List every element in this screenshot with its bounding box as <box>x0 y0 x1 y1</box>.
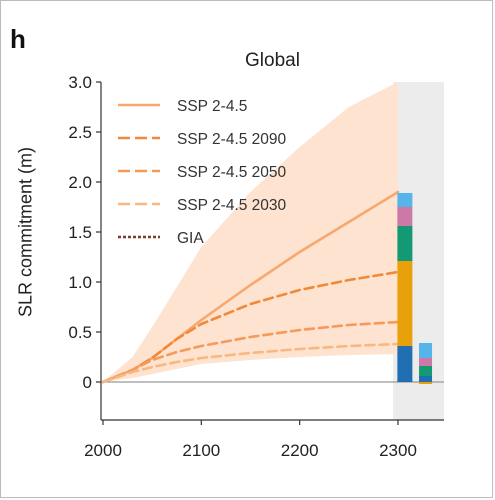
y-tick-label: 2.5 <box>68 123 92 142</box>
y-tick-label: 0.5 <box>68 323 92 342</box>
stacked-bar-1-segment-1 <box>419 376 433 382</box>
series-line-0 <box>101 190 400 384</box>
stacked-bar-1-segment-2 <box>419 366 433 376</box>
stacked-bar-1-segment-3 <box>419 358 433 366</box>
stacked-bar-0-segment-3 <box>397 207 413 226</box>
y-tick-label: 1.0 <box>68 273 92 292</box>
legend-label-0: SSP 2-4.5 <box>177 98 247 115</box>
series-line-2 <box>101 320 400 384</box>
chart-title: Global <box>245 50 300 71</box>
x-tick-label: 2300 <box>379 441 417 460</box>
y-tick-label: 2.0 <box>68 173 92 192</box>
stacked-bar-0-segment-2 <box>397 226 413 261</box>
x-tick-label: 2100 <box>182 441 220 460</box>
legend-label-2: SSP 2-4.5 2050 <box>177 164 287 181</box>
series-line-3 <box>101 342 400 384</box>
y-tick-label: 1.5 <box>68 223 92 242</box>
uncertainty-band <box>103 82 398 382</box>
stacked-bar-0-segment-1 <box>397 261 413 346</box>
stacked-bar-0-segment-4 <box>397 193 413 207</box>
legend-label-3: SSP 2-4.5 2030 <box>177 197 287 214</box>
x-tick-label: 2200 <box>281 441 319 460</box>
x-tick-label: 2000 <box>84 441 122 460</box>
y-tick-label: 3.0 <box>68 73 92 92</box>
legend-label-1: SSP 2-4.5 2090 <box>177 131 287 148</box>
stacked-bar-0-segment-0 <box>397 346 413 382</box>
stacked-bar-1-segment-0 <box>419 382 433 384</box>
stacked-bar-1-segment-4 <box>419 343 433 358</box>
legend-label-4: GIA <box>177 230 204 247</box>
series-line-1 <box>101 270 400 384</box>
panel-letter: h <box>10 24 26 54</box>
y-tick-label: 0 <box>83 373 92 392</box>
